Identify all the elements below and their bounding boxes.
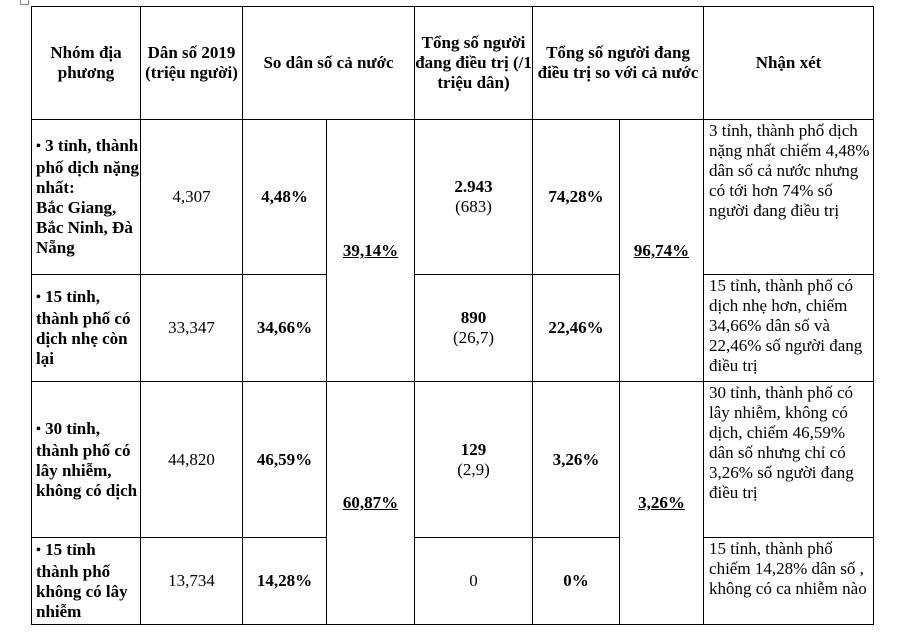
header-treating: Tổng số người đang điều trị (/1 triệu dâ… [414, 6, 534, 120]
comment-cell: 15 tỉnh, thành phố có dịch nhẹ hơn, chiế… [703, 274, 875, 382]
bullet-icon: • [36, 421, 41, 437]
treating-value: 2.943 [454, 177, 493, 196]
group-cell: • 3 tỉnh, thành phố dịch nặng nhất: Bắc … [31, 119, 141, 275]
header-row: Nhóm địa phương Dân số 2019 (triệu người… [31, 6, 875, 120]
table-row: • 15 tỉnh, thành phố có dịch nhẹ còn lại… [31, 274, 875, 382]
header-comment: Nhận xét [703, 6, 875, 120]
header-share: So dân số cả nước [241, 6, 416, 120]
bullet-icon: • [36, 543, 41, 558]
comment-cell: 15 tỉnh, thành phố chiếm 14,28% dân số ,… [703, 537, 875, 625]
header-treating-share: Tổng số người đang điều trị so với cả nư… [532, 6, 705, 120]
comment-cell: 30 tỉnh, thành phố có lây nhiễm, không c… [703, 381, 875, 538]
group-label: 30 tỉnh, thành phố có lây nhiễm, không c… [36, 418, 138, 500]
treating-cell: 2.943 (683) [414, 119, 534, 275]
treating-share-cell: 74,28% [532, 119, 621, 275]
share-cell: 34,66% [242, 274, 327, 382]
group-cell: • 15 tỉnh, thành phố có dịch nhẹ còn lại [31, 274, 141, 382]
covid-province-table: Nhóm địa phương Dân số 2019 (triệu người… [31, 6, 875, 625]
treating-share-merged-bottom: 3,26% [619, 381, 705, 625]
share-cell: 14,28% [242, 537, 327, 625]
bullet-icon: • [36, 290, 41, 305]
treating-cell: 129 (2,9) [414, 381, 534, 538]
table-row: • 3 tỉnh, thành phố dịch nặng nhất: Bắc … [31, 119, 875, 382]
table-row: • 15 tỉnh thành phố không có lây nhiễm 1… [31, 537, 875, 625]
per-million-value: (26,7) [452, 328, 495, 347]
share-cell: 4,48% [242, 119, 327, 275]
bullet-icon: • [36, 139, 41, 154]
share-merged-top: 39,14% [325, 119, 416, 382]
table-row: • 30 tỉnh, thành phố có lây nhiễm, không… [31, 381, 875, 625]
group-label: 3 tỉnh, thành phố dịch nặng nhất: [36, 136, 139, 197]
per-million-value: (683) [455, 197, 492, 216]
treating-value: 890 [460, 308, 487, 327]
treating-cell: 0 [414, 537, 534, 625]
population-cell: 4,307 [140, 119, 243, 275]
treating-share-cell: 0% [532, 537, 621, 625]
treating-share-merged-top: 96,74% [619, 119, 705, 382]
comment-cell: 3 tỉnh, thành phố dịch nặng nhất chiếm 4… [703, 119, 875, 275]
treating-value: 129 [460, 439, 487, 459]
population-cell: 13,734 [140, 537, 243, 625]
group-label: 15 tỉnh thành phố không có lây nhiễm [36, 540, 128, 621]
group-label: 15 tỉnh, thành phố có dịch nhẹ còn lại [36, 287, 131, 368]
per-million-value: (2,9) [457, 459, 490, 479]
group-cell: • 15 tỉnh thành phố không có lây nhiễm [31, 537, 141, 625]
header-population: Dân số 2019 (triệu người) [140, 6, 243, 120]
treating-share-cell: 3,26% [532, 381, 621, 538]
share-cell: 46,59% [242, 381, 327, 538]
group-cell: • 30 tỉnh, thành phố có lây nhiễm, không… [31, 381, 141, 538]
table-move-handle[interactable] [20, 0, 29, 5]
population-cell: 44,820 [140, 381, 243, 538]
header-group: Nhóm địa phương [31, 6, 141, 120]
treating-share-cell: 22,46% [532, 274, 621, 382]
treating-cell: 890 (26,7) [414, 274, 534, 382]
group-names: Bắc Giang, Bắc Ninh, Đà Nẵng [36, 198, 133, 257]
share-merged-bottom: 60,87% [325, 381, 416, 625]
population-cell: 33,347 [140, 274, 243, 382]
